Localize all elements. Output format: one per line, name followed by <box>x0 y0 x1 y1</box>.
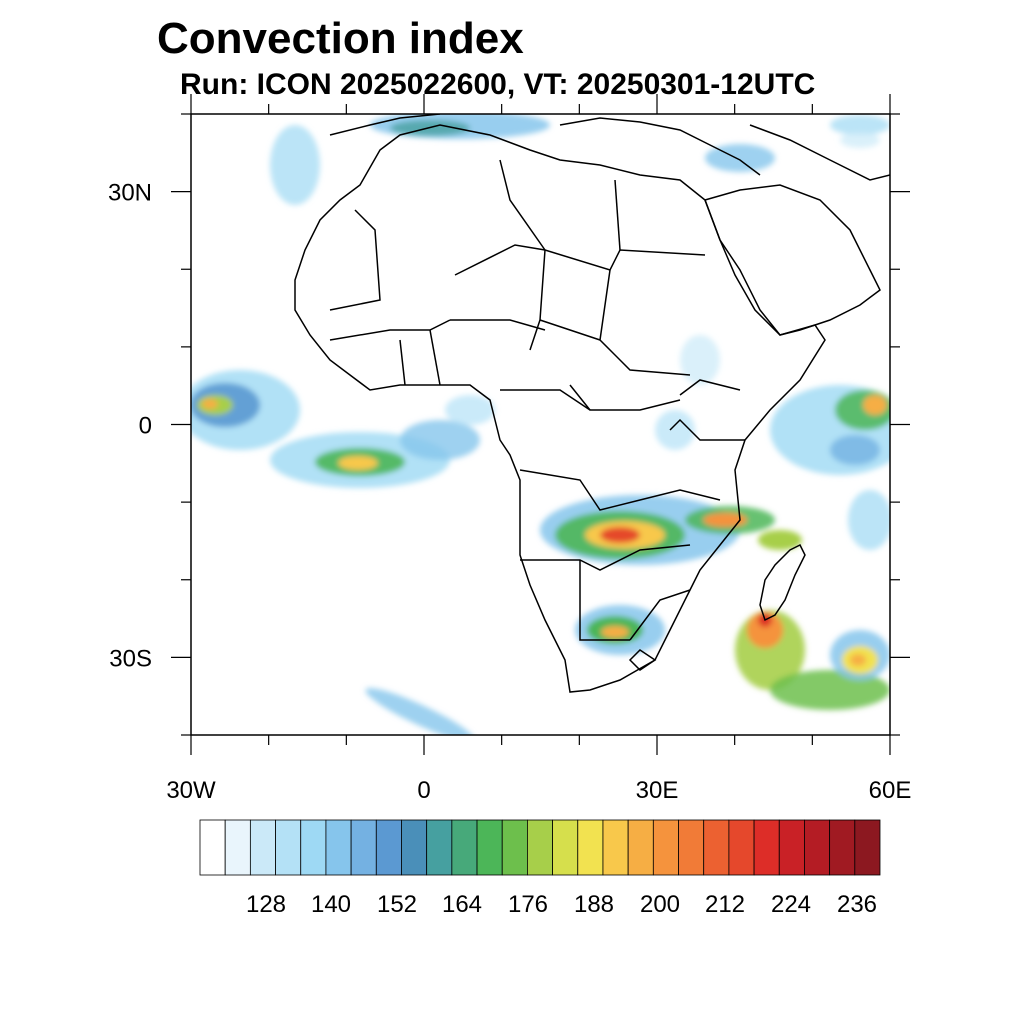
page-title: Convection index <box>157 14 524 63</box>
country-borders <box>294 114 890 693</box>
colorbar-swatch <box>552 819 579 876</box>
colorbar-swatch <box>224 819 251 876</box>
colorbar-swatch <box>829 819 856 876</box>
colorbar-swatch <box>501 819 528 876</box>
colorbar-swatch <box>325 819 352 876</box>
convection-field <box>191 114 890 735</box>
colorbar-swatch <box>249 819 276 876</box>
colorbar-swatch <box>577 819 604 876</box>
colorbar-swatch <box>275 819 302 876</box>
colorbar-label: 200 <box>640 891 680 918</box>
colorbar-label: 152 <box>377 891 417 918</box>
colorbar-swatch <box>753 819 780 876</box>
colorbar-swatch <box>451 819 478 876</box>
colorbar-swatch <box>652 819 679 876</box>
colorbar-swatch <box>527 819 553 876</box>
colorbar-swatch <box>728 819 755 876</box>
x-tick-label: 0 <box>417 777 430 804</box>
y-tick-label: 30N <box>108 180 152 207</box>
colorbar-swatch <box>854 819 881 876</box>
colorbar-swatch <box>199 819 226 876</box>
colorbar-swatch <box>401 819 428 876</box>
colorbar-label: 224 <box>771 891 811 918</box>
colorbar-swatch <box>375 819 402 876</box>
colorbar-swatch <box>678 819 705 876</box>
x-tick-label: 60E <box>869 777 912 804</box>
x-tick-label: 30E <box>636 777 679 804</box>
colorbar-swatch <box>703 819 730 876</box>
x-tick-label: 30W <box>166 777 216 804</box>
colorbar: 128 140 152 164 176 188 200 212 224 236 <box>199 819 881 918</box>
colorbar-swatch <box>627 819 654 876</box>
colorbar-label: 212 <box>705 891 745 918</box>
page-subtitle: Run: ICON 2025022600, VT: 20250301-12UTC <box>180 68 816 101</box>
colorbar-label: 164 <box>442 891 482 918</box>
colorbar-swatch <box>300 819 327 876</box>
colorbar-label: 188 <box>574 891 614 918</box>
colorbar-swatch <box>778 819 805 876</box>
axes: 30W 0 30E 60E 30N 0 30S <box>108 94 911 804</box>
colorbar-label: 140 <box>311 891 351 918</box>
colorbar-swatch <box>426 819 453 876</box>
colorbar-label: 176 <box>508 891 548 918</box>
colorbar-label: 236 <box>837 891 877 918</box>
colorbar-swatch <box>350 819 377 876</box>
colorbar-swatch <box>602 819 629 876</box>
colorbar-swatch <box>804 819 831 876</box>
y-tick-label: 0 <box>139 413 152 440</box>
y-tick-label: 30S <box>109 645 152 672</box>
colorbar-swatch <box>476 819 503 876</box>
colorbar-label: 128 <box>246 891 286 918</box>
